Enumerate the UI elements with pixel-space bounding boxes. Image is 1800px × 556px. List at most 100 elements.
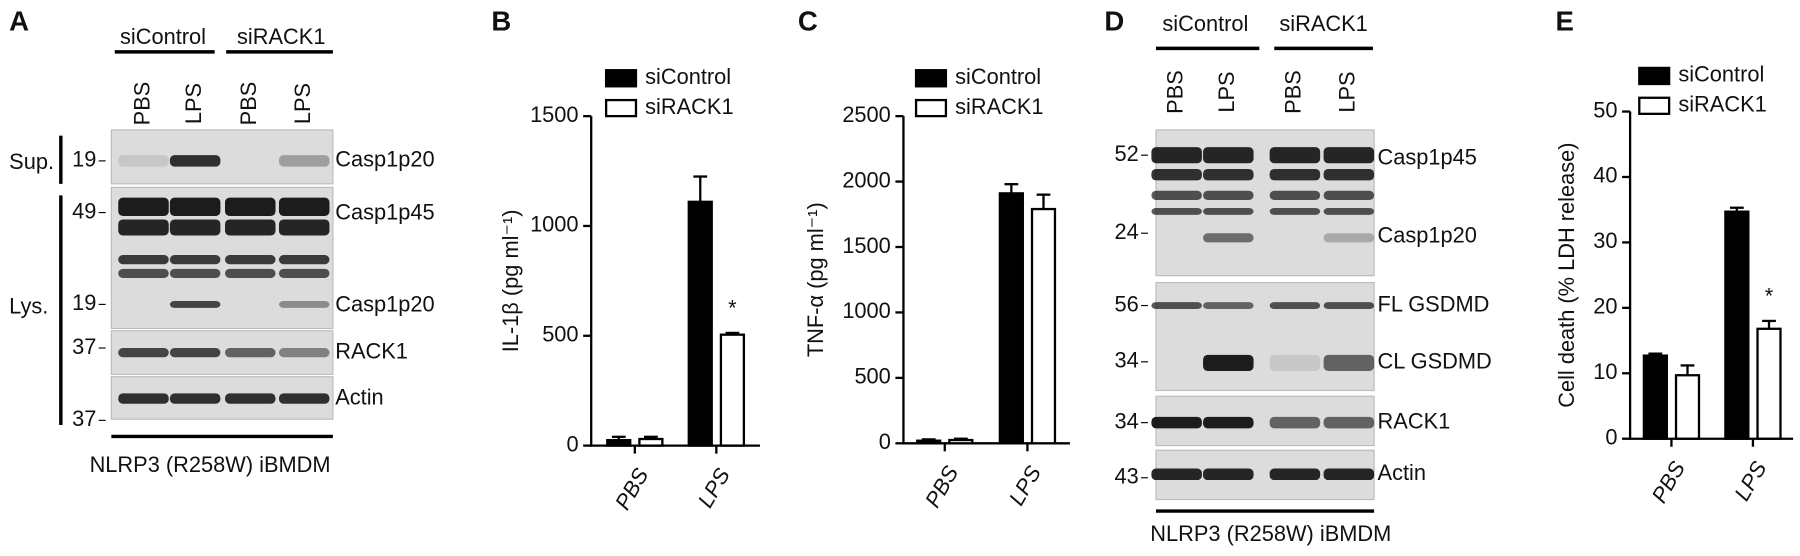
lane-label: PBS (1162, 70, 1187, 114)
blot-band (169, 268, 221, 278)
mw-marker: 34 (1115, 408, 1139, 433)
bar (719, 333, 746, 447)
blot-band (1151, 416, 1202, 429)
y-tick-label: 1500 (842, 233, 891, 258)
mw-marker: 52 (1115, 141, 1139, 166)
blot-membrane (1155, 282, 1375, 392)
bar (638, 437, 664, 447)
mw-marker: 19 (72, 147, 96, 172)
blot-band (1203, 207, 1254, 215)
bar (998, 192, 1024, 445)
legend-label: siControl (955, 64, 1041, 89)
y-tick-label: 0 (566, 431, 578, 456)
legend-swatch (914, 69, 948, 88)
y-tick-label: 1500 (530, 102, 579, 127)
bar (1642, 354, 1668, 440)
group-label: siRACK1 (1279, 11, 1367, 36)
group-label: siControl (1162, 11, 1248, 36)
blot-band (118, 268, 169, 278)
blot-band (1203, 190, 1254, 200)
blot-band (169, 255, 221, 265)
footer-label: NLRP3 (R258W) iBMDM (90, 452, 331, 477)
blot-band (1323, 354, 1375, 371)
blot-band (278, 255, 330, 265)
legend-swatch (604, 69, 638, 88)
blot-band (1269, 168, 1321, 181)
blot-band (169, 197, 221, 217)
blot-band (118, 197, 169, 217)
lane-label: LPS (1214, 71, 1239, 112)
y-tick-label: 20 (1593, 294, 1617, 319)
bar (948, 438, 974, 445)
mw-marker: 43 (1115, 464, 1139, 489)
blot-band (1203, 354, 1254, 371)
blot-band (1151, 190, 1202, 200)
blot-band (118, 255, 169, 265)
blot-band (169, 155, 221, 167)
legend-label: siControl (645, 64, 731, 89)
x-tick-label: PBS (920, 461, 964, 512)
mw-marker: 34 (1115, 348, 1139, 373)
mw-marker: 49 (72, 198, 96, 223)
blot-band (278, 197, 330, 217)
legend-swatch (1638, 96, 1671, 115)
blot-band (169, 393, 221, 404)
legend-swatch (1638, 66, 1671, 86)
blot-band (1203, 233, 1254, 243)
x-tick-label: LPS (1004, 461, 1046, 510)
blot-band (1151, 147, 1202, 164)
blot-band (1269, 190, 1321, 200)
blot-band (1269, 302, 1321, 309)
band-label: Casp1p45 (335, 199, 434, 224)
blot-band (1323, 207, 1375, 215)
legend-label: siRACK1 (645, 94, 733, 119)
blot-band (278, 219, 330, 236)
blot-band (1151, 168, 1202, 181)
y-axis-label: IL-1β (pg ml⁻¹) (498, 210, 523, 353)
band-label: RACK1 (1378, 408, 1451, 433)
legend-label: siControl (1678, 62, 1764, 87)
blot-band (118, 219, 169, 236)
band-label: Casp1p45 (1378, 144, 1477, 169)
blot-band (278, 393, 330, 404)
significance-mark: * (1765, 284, 1774, 309)
lane-label: PBS (129, 82, 154, 126)
blot-band (118, 155, 169, 167)
y-tick-label: 500 (854, 364, 890, 389)
blot-band (1323, 190, 1375, 200)
y-tick-label: 0 (1605, 424, 1617, 449)
blot-band (118, 393, 169, 404)
y-axis-label: Cell death (% LDH release) (1554, 142, 1579, 407)
blot-band (225, 255, 276, 265)
blot-band (169, 348, 221, 358)
y-tick-label: 10 (1593, 359, 1617, 384)
y-tick-label: 1000 (842, 298, 891, 323)
bar (1724, 210, 1750, 440)
y-tick-label: 2500 (842, 102, 891, 127)
x-tick-label: LPS (693, 463, 735, 512)
section-label: Lys. (9, 294, 48, 319)
y-tick-label: 50 (1593, 97, 1617, 122)
bar (1030, 207, 1057, 445)
blot-band (1323, 302, 1375, 309)
section-label: Sup. (9, 149, 54, 174)
blot-band (1203, 468, 1254, 481)
blot-band (1323, 416, 1375, 429)
band-label: Actin (335, 384, 383, 409)
blot-band (278, 268, 330, 278)
blot-band (1323, 233, 1375, 243)
lane-label: LPS (290, 83, 315, 124)
panel-letter: C (798, 5, 818, 36)
y-axis-label: TNF-α (pg ml⁻¹) (803, 202, 828, 357)
x-tick-label: PBS (610, 463, 654, 514)
blot-membrane (110, 129, 334, 185)
blot-band (278, 348, 330, 358)
blot-band (1151, 468, 1202, 481)
significance-mark: * (728, 296, 737, 321)
panel-letter: B (491, 5, 511, 36)
blot-band (1323, 147, 1375, 164)
band-label: FL GSDMD (1378, 291, 1490, 316)
y-tick-label: 2000 (842, 167, 891, 192)
